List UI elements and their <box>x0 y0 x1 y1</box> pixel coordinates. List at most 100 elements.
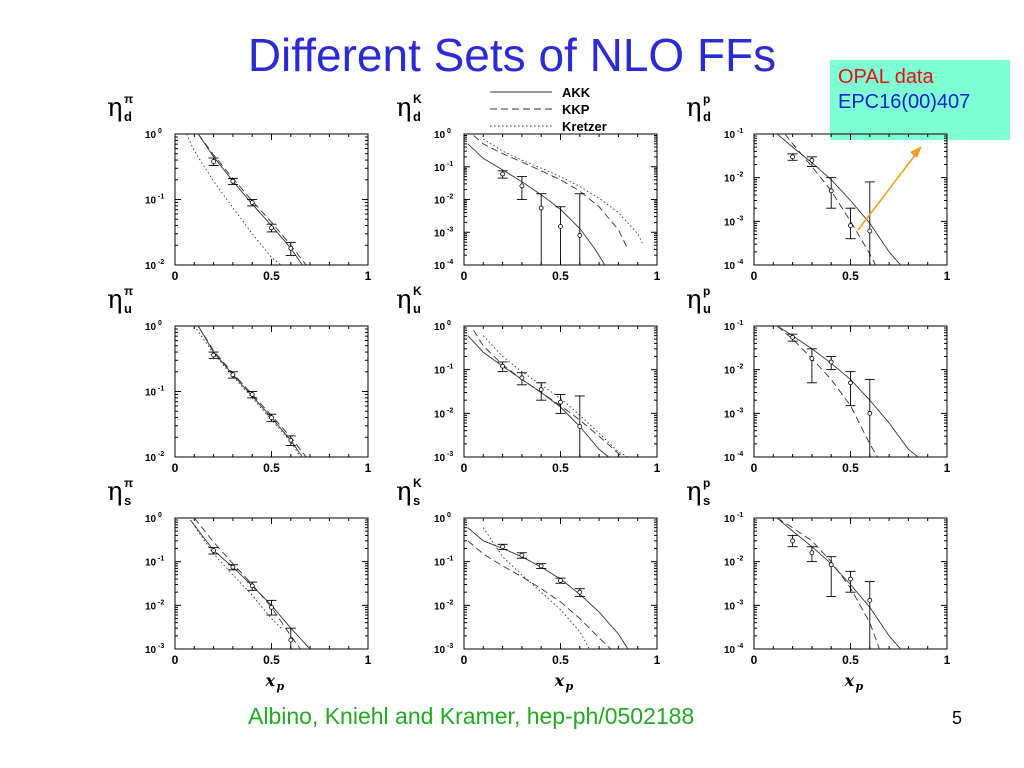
data-point <box>211 352 217 358</box>
data-point <box>519 183 525 189</box>
x-tick-label: 1 <box>654 653 661 667</box>
panel-label-subscript: s <box>124 493 131 508</box>
data-point <box>577 424 583 429</box>
x-axis-label-subscript: p <box>277 680 285 693</box>
x-tick-label: 0 <box>751 269 758 283</box>
y-tick-exponent: -3 <box>447 643 453 650</box>
x-axis-label-subscript: p <box>856 680 864 693</box>
x-tick-label: 1 <box>654 269 661 283</box>
series-line-kkp <box>473 329 623 457</box>
y-tick-exponent: -4 <box>447 259 453 266</box>
arrow-shaft <box>857 149 920 231</box>
x-tick-label: 0 <box>461 269 468 283</box>
data-point <box>249 583 255 589</box>
panel-label-superscript: K <box>413 92 422 106</box>
data-point <box>249 200 255 205</box>
panel-label-eta: η <box>396 477 412 507</box>
y-tick-exponent: -1 <box>737 320 743 327</box>
panel-label-subscript: d <box>124 109 132 124</box>
data-point <box>809 550 815 556</box>
y-tick-label: 10 <box>724 514 736 525</box>
y-tick-label: 10 <box>145 453 157 464</box>
data-point <box>211 548 217 553</box>
panel-label-superscript: p <box>703 92 710 106</box>
y-tick-exponent: -1 <box>447 556 453 563</box>
plot-frame <box>174 133 369 266</box>
data-point <box>577 589 583 595</box>
y-tick-label: 10 <box>145 558 157 569</box>
panel-label-superscript: π <box>124 92 133 106</box>
opal-reference-label: EPC16(00)407 <box>838 91 971 113</box>
y-tick-exponent: -3 <box>737 407 743 414</box>
x-tick-label: 0.5 <box>552 269 569 283</box>
y-tick-exponent: -3 <box>447 451 453 458</box>
series-line-kretzer <box>186 134 282 265</box>
data-point <box>558 399 563 405</box>
x-axis-label: x <box>844 671 855 690</box>
x-tick-label: 0.5 <box>842 269 859 283</box>
data-point <box>828 562 834 568</box>
series-line-akk <box>467 335 610 457</box>
data-point <box>249 392 255 397</box>
data-point <box>230 372 236 378</box>
y-tick-label: 10 <box>434 130 446 141</box>
x-tick-label: 0 <box>461 653 468 667</box>
y-tick-exponent: -2 <box>447 194 453 201</box>
y-tick-exponent: 0 <box>158 320 162 327</box>
y-tick-exponent: -2 <box>158 259 164 266</box>
y-tick-exponent: -4 <box>737 259 743 266</box>
legend: AKK KKP Kretzer <box>490 85 607 134</box>
x-axis-label: x <box>554 671 565 690</box>
x-tick-label: 0.5 <box>552 461 569 475</box>
x-tick-label: 1 <box>944 269 951 283</box>
data-point <box>848 576 853 582</box>
y-tick-exponent: -1 <box>447 364 453 371</box>
y-tick-label: 10 <box>434 196 446 207</box>
plot-frame <box>463 325 658 458</box>
y-tick-label: 10 <box>145 601 157 612</box>
x-tick-label: 0.5 <box>842 461 859 475</box>
y-tick-label: 10 <box>145 645 157 656</box>
y-tick-exponent: -1 <box>737 128 743 135</box>
y-tick-label: 10 <box>434 514 446 525</box>
data-point <box>790 334 795 340</box>
series-line-kkp <box>193 518 301 649</box>
data-point <box>538 563 544 569</box>
data-point <box>269 225 274 231</box>
y-tick-label: 10 <box>724 558 736 569</box>
y-tick-exponent: -3 <box>737 599 743 606</box>
series-line-akk <box>776 518 902 649</box>
y-tick-exponent: -3 <box>447 226 453 233</box>
data-point <box>230 178 236 184</box>
x-tick-label: 0 <box>751 653 758 667</box>
y-tick-label: 10 <box>434 409 446 420</box>
data-point <box>519 375 525 381</box>
panel-label-superscript: K <box>413 284 422 298</box>
series-line-akk <box>776 326 919 457</box>
x-tick-label: 0.5 <box>263 461 280 475</box>
panel-label-subscript: s <box>703 493 710 508</box>
data-point <box>867 228 873 234</box>
citation: Albino, Kniehl and Kramer, hep-ph/050218… <box>248 703 695 729</box>
data-point <box>288 637 294 643</box>
data-point <box>500 544 506 550</box>
data-point <box>828 188 834 194</box>
y-tick-exponent: -2 <box>737 364 743 371</box>
panel-label-subscript: u <box>703 301 711 316</box>
y-tick-label: 10 <box>724 601 736 612</box>
x-tick-label: 0 <box>461 461 468 475</box>
data-point <box>519 552 525 558</box>
y-tick-label: 10 <box>724 174 736 185</box>
panel-label-eta: η <box>686 93 702 123</box>
y-tick-label: 10 <box>145 514 157 525</box>
panel-label-superscript: K <box>413 476 422 490</box>
panel-label-superscript: p <box>703 476 710 490</box>
data-point <box>269 415 274 420</box>
